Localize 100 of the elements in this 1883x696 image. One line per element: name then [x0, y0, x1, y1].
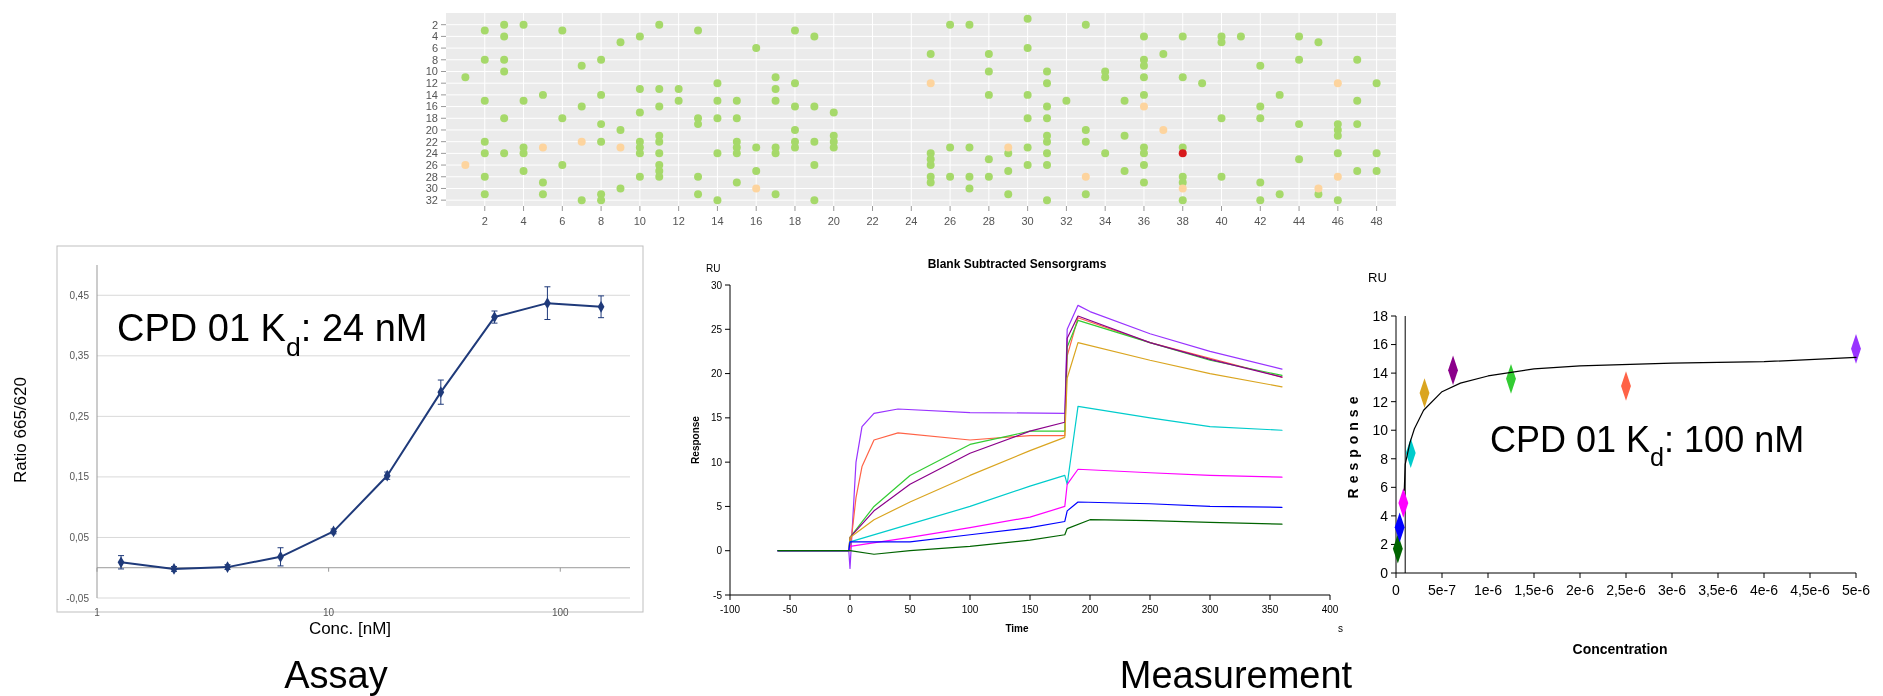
x-axis-title: Conc. [nM]	[308, 619, 392, 638]
x-tick-label: 34	[1099, 215, 1112, 227]
y-tick-label: 0,45	[69, 289, 90, 301]
point	[1139, 102, 1148, 111]
y-tick-label: 0	[716, 545, 723, 557]
y-tick-label: 4	[431, 30, 438, 43]
y-tick-label: 32	[425, 194, 438, 206]
x-tick-label: 1,5e-6	[1514, 582, 1555, 598]
y-tick-label: -5	[713, 589, 723, 601]
x-tick-label: 48	[1370, 215, 1383, 227]
annotation: CPD 01 K$_{d}$: 24 nM	[117, 307, 428, 362]
x-tick-label: 2e-6	[1565, 582, 1595, 598]
y-tick-label: 8	[1380, 450, 1389, 467]
x-tick-label: 10	[633, 215, 646, 227]
x-tick-label: 46	[1331, 215, 1344, 227]
text: Measurement	[1119, 654, 1353, 696]
x-tick-label: 350	[1261, 604, 1279, 615]
y-tick-label: 6	[1380, 479, 1389, 496]
y-axis-title: Response	[1345, 391, 1361, 499]
point	[1314, 184, 1323, 193]
y-tick-label: 10	[1372, 422, 1389, 439]
y-tick-label: 14	[1372, 365, 1389, 382]
y-axis-title: Response	[690, 415, 701, 464]
point	[1178, 149, 1187, 158]
text: Assay	[284, 654, 388, 696]
x-tick-label: 100	[961, 604, 979, 615]
x-tick-label: 8	[598, 215, 605, 227]
x-tick-label: 10	[323, 607, 335, 618]
chart-title: Blank Subtracted Sensorgrams	[927, 257, 1107, 271]
annotation: CPD 01 K$_{d}$: 100 nM	[1490, 419, 1805, 471]
point	[752, 184, 761, 193]
x-tick-label: -100	[719, 604, 741, 615]
x-tick-label: 22	[866, 215, 879, 227]
y-tick-label: 16	[425, 100, 438, 113]
text: s	[1338, 623, 1343, 634]
y-tick-label: 25	[710, 323, 723, 335]
point	[616, 143, 625, 152]
x-tick-label: 50	[904, 604, 916, 615]
y-tick-label: 20	[710, 368, 723, 380]
x-tick-label: 2	[481, 215, 488, 227]
point	[538, 143, 547, 152]
y-tick-label: 10	[710, 456, 723, 468]
x-tick-label: 18	[788, 215, 802, 227]
y-tick-label: 14	[425, 88, 438, 101]
x-tick-label: 44	[1292, 215, 1306, 227]
x-tick-label: 30	[1021, 215, 1034, 227]
x-tick-label: 2,5e-6	[1606, 582, 1647, 598]
x-tick-label: 0	[1392, 582, 1401, 598]
y-axis-title: Ratio 665/620	[11, 377, 30, 483]
point	[1081, 172, 1090, 181]
x-axis-title: Time	[1005, 623, 1030, 634]
y-tick-label: 5	[716, 500, 723, 512]
x-tick-label: 3,5e-6	[1698, 582, 1739, 598]
y-tick-label: 2	[1380, 536, 1389, 553]
x-tick-label: 400	[1321, 604, 1339, 615]
text: RU	[1368, 270, 1387, 285]
point	[461, 161, 470, 170]
point	[1333, 172, 1342, 181]
x-tick-label: 200	[1081, 604, 1099, 615]
x-tick-label: 3e-6	[1657, 582, 1687, 598]
x-tick-label: 36	[1137, 215, 1151, 227]
y-tick-label: 0,15	[69, 471, 90, 483]
x-tick-label: 16	[750, 215, 763, 227]
x-tick-label: 32	[1060, 215, 1073, 227]
text: RU	[706, 263, 721, 274]
x-tick-label: 0	[847, 604, 854, 615]
x-tick-label: 1	[94, 607, 101, 618]
x-tick-label: 4	[520, 215, 527, 227]
x-tick-label: 150	[1021, 604, 1039, 615]
y-tick-label: 16	[1372, 336, 1389, 353]
x-tick-label: 38	[1176, 215, 1189, 227]
x-tick-label: 24	[905, 215, 918, 227]
x-tick-label: 250	[1141, 604, 1159, 615]
x-tick-label: 28	[982, 215, 995, 227]
y-tick-label: 28	[425, 170, 438, 183]
x-tick-label: 5e-6	[1841, 582, 1871, 598]
point	[577, 137, 586, 146]
x-tick-label: 40	[1215, 215, 1228, 227]
y-tick-label: 18	[425, 112, 438, 125]
y-tick-label: 0,25	[69, 410, 90, 422]
point	[1333, 79, 1342, 88]
y-tick-label: -0,05	[66, 592, 90, 604]
y-tick-label: 26	[425, 158, 438, 171]
y-tick-label: 30	[710, 279, 723, 291]
x-tick-label: 6	[559, 215, 566, 227]
y-tick-label: 0,35	[69, 350, 90, 362]
y-tick-label: 6	[431, 41, 438, 54]
x-tick-label: 26	[943, 215, 957, 227]
x-tick-label: 300	[1201, 604, 1219, 615]
x-tick-label: 20	[827, 215, 840, 227]
x-tick-label: 4,5e-6	[1790, 582, 1831, 598]
y-tick-label: 12	[1372, 393, 1389, 410]
point	[926, 79, 935, 88]
point	[1178, 184, 1187, 193]
x-tick-label: 5e-7	[1427, 582, 1457, 598]
y-tick-label: 24	[425, 147, 438, 160]
y-tick-label: 4	[1380, 507, 1389, 524]
y-tick-label: 12	[425, 77, 438, 90]
y-tick-label: 18	[1372, 307, 1389, 324]
y-tick-label: 30	[425, 182, 438, 195]
